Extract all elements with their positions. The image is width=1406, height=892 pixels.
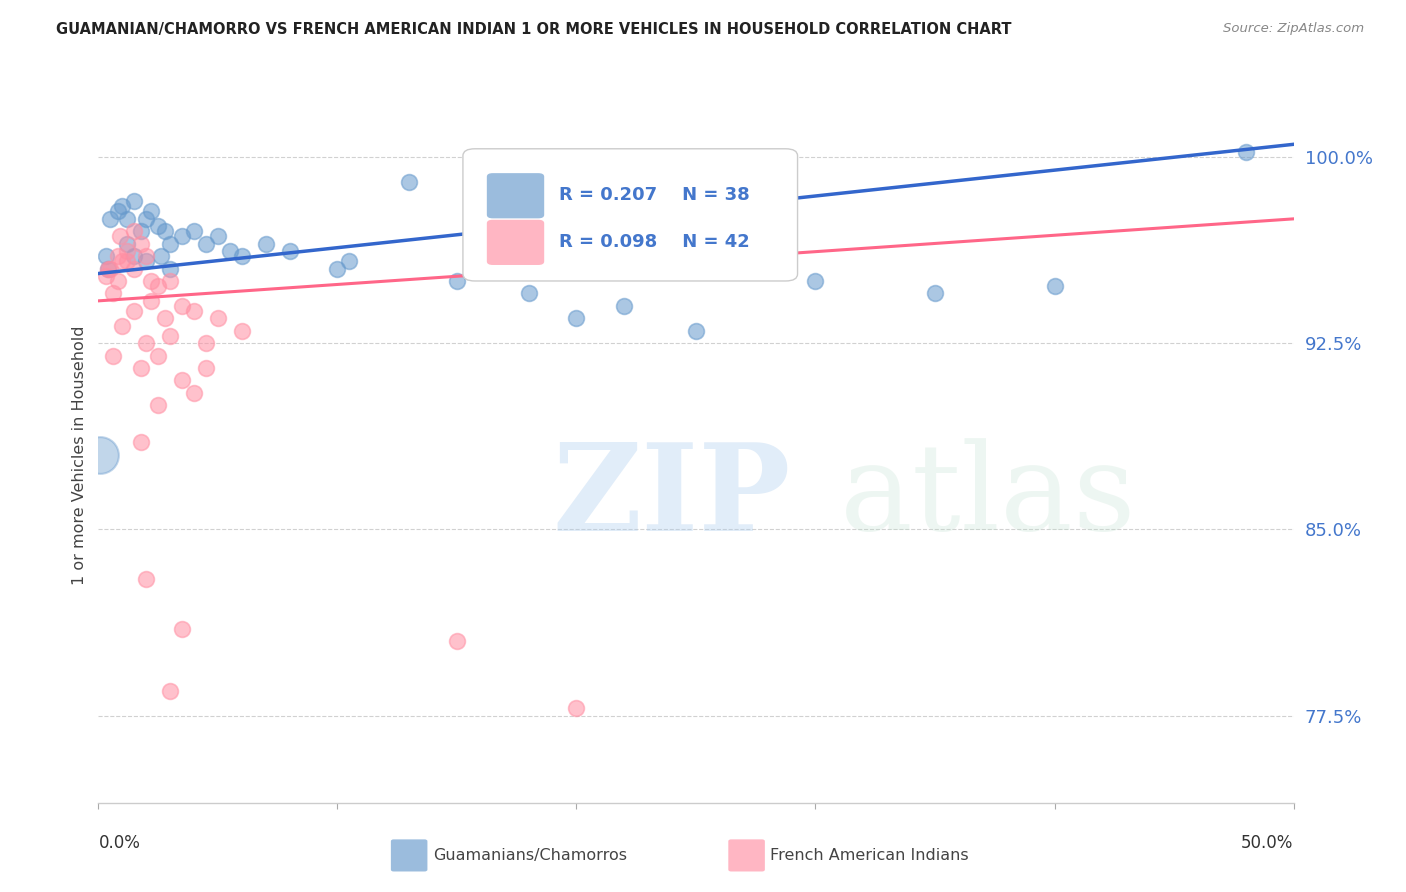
Text: ZIP: ZIP xyxy=(553,438,790,556)
Point xyxy=(1234,145,1257,159)
Point xyxy=(108,229,131,244)
Point xyxy=(172,373,194,387)
Point xyxy=(804,274,827,288)
Point xyxy=(131,435,153,450)
Point xyxy=(148,349,170,363)
Point xyxy=(124,224,146,238)
Point xyxy=(94,268,117,283)
Point xyxy=(278,244,301,259)
Point xyxy=(148,279,170,293)
Point xyxy=(924,286,946,301)
Point xyxy=(135,254,157,268)
Point xyxy=(183,385,205,400)
Point xyxy=(124,194,146,209)
Text: atlas: atlas xyxy=(839,438,1136,555)
Point xyxy=(131,224,153,238)
Point xyxy=(135,572,157,586)
Point xyxy=(1043,279,1066,293)
Text: GUAMANIAN/CHAMORRO VS FRENCH AMERICAN INDIAN 1 OR MORE VEHICLES IN HOUSEHOLD COR: GUAMANIAN/CHAMORRO VS FRENCH AMERICAN IN… xyxy=(56,22,1012,37)
Point xyxy=(159,261,181,276)
Point xyxy=(135,211,157,226)
Text: 50.0%: 50.0% xyxy=(1241,834,1294,852)
Point xyxy=(446,634,468,648)
Point xyxy=(148,398,170,412)
Point xyxy=(155,311,177,326)
Point xyxy=(139,293,162,308)
Point xyxy=(111,199,134,213)
Point xyxy=(398,175,420,189)
Point xyxy=(159,328,181,343)
Point xyxy=(254,236,277,251)
Point xyxy=(231,324,253,338)
Text: 0.0%: 0.0% xyxy=(98,834,141,852)
Point xyxy=(135,336,157,351)
Point xyxy=(613,299,636,313)
Point xyxy=(337,254,360,268)
Point xyxy=(124,249,146,263)
FancyBboxPatch shape xyxy=(486,219,544,265)
Point xyxy=(124,303,146,318)
Point xyxy=(613,236,636,251)
Point xyxy=(111,254,134,268)
Point xyxy=(326,261,349,276)
Point xyxy=(115,254,138,268)
Point xyxy=(115,244,138,259)
Text: Source: ZipAtlas.com: Source: ZipAtlas.com xyxy=(1223,22,1364,36)
Point xyxy=(565,311,588,326)
Point xyxy=(89,448,111,462)
Point xyxy=(172,299,194,313)
Point xyxy=(149,249,172,263)
Point xyxy=(517,286,540,301)
Y-axis label: 1 or more Vehicles in Household: 1 or more Vehicles in Household xyxy=(72,326,87,584)
Point xyxy=(97,261,120,276)
Point xyxy=(446,274,468,288)
Point xyxy=(172,229,194,244)
Point xyxy=(159,274,181,288)
Point xyxy=(107,204,129,219)
Point xyxy=(94,249,117,263)
Text: R = 0.098    N = 42: R = 0.098 N = 42 xyxy=(558,233,749,251)
Point xyxy=(98,211,122,226)
Point xyxy=(139,274,162,288)
Point xyxy=(155,224,177,238)
Point xyxy=(97,261,120,276)
Point xyxy=(111,318,134,333)
Point xyxy=(183,303,205,318)
Point xyxy=(207,311,229,326)
Point xyxy=(194,336,217,351)
Point xyxy=(101,286,124,301)
Point xyxy=(685,324,707,338)
Text: French American Indians: French American Indians xyxy=(770,848,969,863)
FancyBboxPatch shape xyxy=(486,173,544,219)
Point xyxy=(124,261,146,276)
Point xyxy=(107,249,129,263)
Point xyxy=(107,274,129,288)
Point xyxy=(131,361,153,376)
FancyBboxPatch shape xyxy=(463,149,797,281)
Point xyxy=(172,622,194,636)
Point xyxy=(207,229,229,244)
Point xyxy=(194,361,217,376)
Point xyxy=(115,211,138,226)
Point xyxy=(159,236,181,251)
Point xyxy=(219,244,242,259)
Point xyxy=(131,236,153,251)
Text: Guamanians/Chamorros: Guamanians/Chamorros xyxy=(433,848,627,863)
Point xyxy=(98,261,122,276)
Point xyxy=(159,684,181,698)
Point xyxy=(135,249,157,263)
Point xyxy=(139,204,162,219)
Text: R = 0.207    N = 38: R = 0.207 N = 38 xyxy=(558,186,749,203)
Point xyxy=(231,249,253,263)
Point xyxy=(194,236,217,251)
Point xyxy=(115,236,138,251)
Point xyxy=(148,219,170,234)
Point xyxy=(101,349,124,363)
Point xyxy=(565,701,588,715)
Point xyxy=(183,224,205,238)
